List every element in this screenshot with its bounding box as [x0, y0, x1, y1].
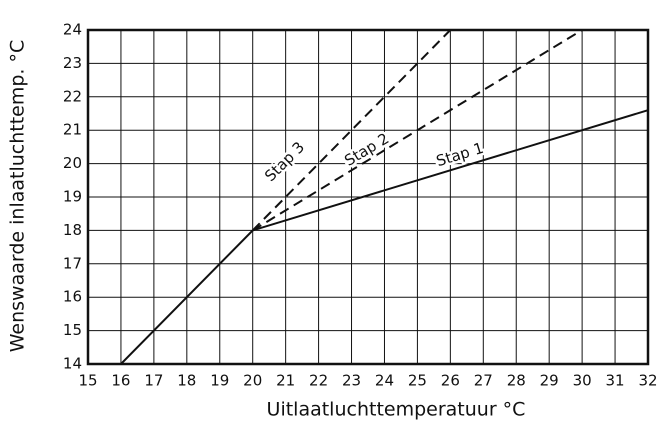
x-tick-label: 27 — [474, 372, 493, 390]
y-tick-label: 14 — [63, 355, 82, 373]
y-axis-label: Wenswaarde inlaatluchttemp. °C — [7, 40, 29, 353]
series-label: Stap 3 — [261, 138, 308, 185]
x-axis-label: Uitlaatluchttemperatuur °C — [267, 399, 526, 421]
y-tick-label: 18 — [63, 221, 82, 239]
plot-frame — [86, 28, 650, 366]
x-tick-label: 17 — [144, 372, 163, 390]
y-tick-label: 20 — [63, 154, 82, 172]
y-tick-label: 23 — [63, 54, 82, 72]
x-tick-label: 25 — [408, 372, 427, 390]
x-tick-label: 28 — [507, 372, 526, 390]
y-tick-label: 21 — [63, 121, 82, 139]
x-tick-label: 15 — [78, 372, 97, 390]
x-tick-label: 26 — [441, 372, 460, 390]
y-tick-label: 22 — [63, 87, 82, 105]
y-tick-label: 24 — [63, 21, 82, 39]
series-line — [252, 29, 583, 232]
x-tick-label: 31 — [606, 372, 625, 390]
x-tick-label: 20 — [243, 372, 262, 390]
x-tick-label: 16 — [111, 372, 130, 390]
x-tick-label: 22 — [309, 372, 328, 390]
x-tick-label: 29 — [540, 372, 559, 390]
y-tick-label: 17 — [63, 254, 82, 272]
series-label: Stap 1 — [434, 139, 486, 170]
x-tick-label: 30 — [573, 372, 592, 390]
x-tick-label: 19 — [210, 372, 229, 390]
x-tick-label: 32 — [638, 372, 657, 390]
x-tick-label: 21 — [276, 372, 295, 390]
y-tick-label: 19 — [63, 188, 82, 206]
x-tick-label: 23 — [342, 372, 361, 390]
x-tick-label: 24 — [375, 372, 394, 390]
y-tick-label: 15 — [63, 321, 82, 339]
x-tick-label: 18 — [177, 372, 196, 390]
y-tick-label: 16 — [63, 288, 82, 306]
